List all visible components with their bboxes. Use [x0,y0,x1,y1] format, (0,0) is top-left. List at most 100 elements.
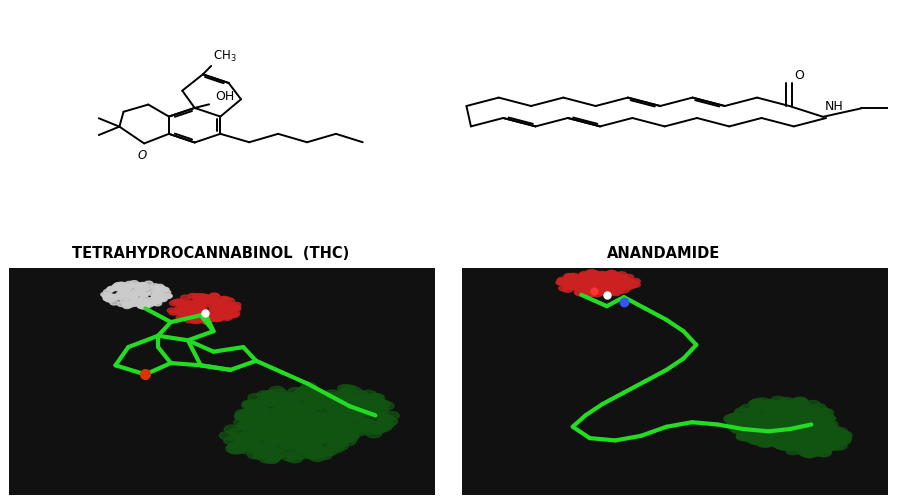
Circle shape [793,430,807,438]
Circle shape [220,432,235,440]
Circle shape [253,452,268,460]
Circle shape [280,414,295,422]
Circle shape [834,434,849,442]
Circle shape [797,448,812,456]
Circle shape [344,406,360,413]
Circle shape [585,290,596,296]
Circle shape [739,412,753,420]
Circle shape [352,390,367,398]
Circle shape [370,394,385,402]
Circle shape [556,280,566,285]
Circle shape [798,412,813,419]
Circle shape [252,446,267,454]
Circle shape [151,284,159,288]
Circle shape [747,409,762,416]
Circle shape [256,452,271,460]
Circle shape [562,284,573,289]
Circle shape [618,276,629,281]
Circle shape [826,435,840,442]
Circle shape [222,316,231,320]
Circle shape [282,442,297,450]
Circle shape [222,302,231,308]
Circle shape [335,428,351,437]
Circle shape [230,434,245,442]
Circle shape [130,302,138,306]
Circle shape [620,276,631,281]
Circle shape [190,308,200,313]
Circle shape [361,422,376,430]
Circle shape [777,440,792,447]
Circle shape [144,281,152,285]
Circle shape [749,415,763,422]
Circle shape [135,290,144,295]
Circle shape [309,418,325,426]
Circle shape [591,286,601,292]
Circle shape [173,300,183,304]
Circle shape [281,406,296,415]
Circle shape [310,430,327,438]
Circle shape [760,400,774,408]
Circle shape [776,402,790,409]
Circle shape [244,416,259,425]
Circle shape [606,278,617,284]
Circle shape [812,424,826,432]
Circle shape [802,432,816,440]
Circle shape [119,283,128,288]
Circle shape [604,284,614,290]
Circle shape [130,292,138,296]
Circle shape [279,440,294,448]
Circle shape [275,428,291,436]
Circle shape [321,423,336,431]
Circle shape [271,414,286,422]
Circle shape [121,289,129,294]
Circle shape [764,407,779,415]
Circle shape [765,419,779,426]
Circle shape [287,428,302,436]
Circle shape [827,426,842,434]
Circle shape [799,432,814,440]
Circle shape [789,432,804,440]
Circle shape [606,270,616,276]
Circle shape [139,282,147,287]
Circle shape [301,382,317,390]
Circle shape [275,413,291,421]
Circle shape [820,426,834,434]
Circle shape [239,434,255,442]
Circle shape [274,428,289,436]
Circle shape [285,425,300,433]
Circle shape [288,432,303,440]
Circle shape [780,407,795,415]
Circle shape [816,416,831,424]
Circle shape [801,427,815,434]
Circle shape [724,416,738,423]
Text: TETRAHYDROCANNABINOL  (THC): TETRAHYDROCANNABINOL (THC) [72,246,350,261]
Circle shape [808,431,823,439]
Circle shape [333,431,348,440]
Circle shape [135,284,144,289]
Circle shape [277,420,292,428]
Circle shape [108,296,117,300]
Circle shape [755,398,770,406]
Circle shape [789,432,804,440]
Circle shape [132,284,140,288]
Circle shape [575,290,586,296]
Circle shape [289,432,304,440]
Circle shape [213,298,222,304]
Circle shape [321,430,336,438]
Circle shape [357,424,373,432]
Circle shape [803,421,817,428]
Circle shape [749,423,763,431]
Circle shape [803,442,817,450]
Circle shape [559,286,569,291]
Circle shape [261,408,276,416]
Circle shape [297,424,312,432]
Circle shape [251,400,266,409]
Circle shape [557,279,568,284]
Circle shape [161,288,169,292]
Circle shape [376,424,391,432]
Circle shape [184,304,193,308]
Circle shape [596,290,605,294]
Circle shape [341,410,356,418]
Circle shape [800,429,814,437]
Circle shape [196,308,205,312]
